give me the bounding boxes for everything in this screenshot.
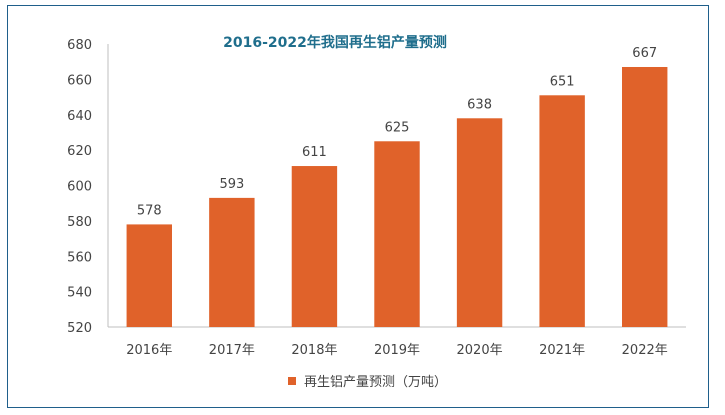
y-tick-label: 600 [67,180,92,195]
y-tick-label: 580 [67,215,92,230]
x-tick-label: 2020年 [457,343,503,358]
x-tick-label: 2018年 [291,343,337,358]
bar [539,95,585,327]
data-label: 651 [550,74,575,89]
bar [209,197,255,327]
data-label: 593 [219,177,244,192]
chart-title: 2016-2022年我国再生铝产量预测 [223,34,447,51]
data-label: 667 [632,46,657,61]
x-axis: 2016年 2017年 2018年 2019年 2020年 2021年 2022年 [108,326,686,358]
y-tick-label: 680 [67,38,92,53]
bar [374,141,420,327]
bars: 578 593 611 625 638 651 667 [126,46,668,328]
y-tick-label: 540 [67,286,92,301]
bar [622,66,668,328]
x-tick-label: 2017年 [209,343,255,358]
x-tick-label: 2016年 [126,343,172,358]
data-label: 611 [302,145,327,160]
y-tick-label: 660 [67,73,92,88]
y-tick-label: 560 [67,250,92,265]
data-label: 625 [385,120,410,135]
y-axis: 520 540 560 580 600 620 640 660 680 [67,38,109,336]
legend-label: 再生铝产量预测（万吨） [304,375,447,390]
x-tick-label: 2022年 [622,343,668,358]
chart-frame [7,5,709,408]
y-tick-label: 520 [67,321,92,336]
legend-swatch [288,377,296,385]
y-tick-label: 620 [67,144,92,159]
bar [126,224,172,327]
legend: 再生铝产量预测（万吨） [288,375,447,390]
y-tick-label: 640 [67,109,92,124]
bar [456,118,503,327]
x-tick-label: 2019年 [374,343,420,358]
bar [291,166,338,327]
x-tick-label: 2021年 [539,343,585,358]
data-label: 638 [467,97,492,112]
data-label: 578 [137,203,162,218]
